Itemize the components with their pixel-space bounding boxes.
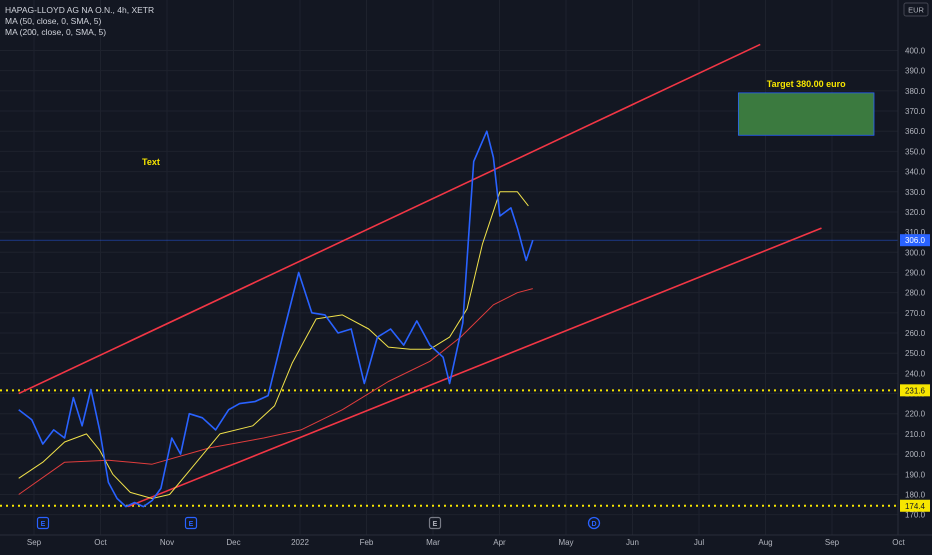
x-tick-label: Dec	[226, 538, 240, 547]
dividend-event-icon[interactable]	[587, 516, 601, 530]
event-icon-letter: E	[189, 521, 194, 528]
y-tick-label: 300.0	[905, 248, 926, 257]
chart-legend: HAPAG-LLOYD AG NA O.N., 4h, XETR MA (50,…	[5, 5, 154, 38]
channel-line-lower[interactable]	[127, 227, 822, 508]
x-tick-label: Sep	[825, 538, 840, 547]
legend-ma50: MA (50, close, 0, SMA, 5)	[5, 16, 102, 26]
target-zone-box[interactable]	[737, 92, 875, 136]
current-price-badge-label: 306.0	[905, 236, 926, 245]
y-tick-label: 260.0	[905, 329, 926, 338]
x-tick-label: Oct	[892, 538, 905, 547]
current-price-badge	[900, 234, 930, 247]
y-tick-label: 390.0	[905, 67, 926, 76]
y-tick-label: 360.0	[905, 127, 926, 136]
x-tick-label: Jun	[626, 538, 639, 547]
event-icon-letter: E	[433, 521, 438, 528]
resistance-badge-label: 231.6	[905, 386, 926, 395]
event-icon-letter: D	[591, 521, 596, 528]
y-tick-label: 270.0	[905, 309, 926, 318]
support-badge	[900, 499, 930, 512]
channel-line-upper[interactable]	[18, 43, 761, 395]
x-tick-label: Aug	[758, 538, 772, 547]
x-tick-label: Feb	[360, 538, 374, 547]
y-tick-label: 220.0	[905, 410, 926, 419]
y-tick-label: 320.0	[905, 208, 926, 217]
y-tick-label: 340.0	[905, 168, 926, 177]
target-label: Target 380.00 euro	[767, 79, 846, 89]
price-axis-background	[898, 0, 932, 550]
x-tick-label: Mar	[426, 538, 440, 547]
x-tick-label: Nov	[160, 538, 174, 547]
y-tick-label: 310.0	[905, 228, 926, 237]
y-tick-label: 240.0	[905, 369, 926, 378]
resistance-badge	[900, 384, 930, 397]
earnings-event-icon[interactable]	[184, 516, 198, 530]
earnings-event-icon[interactable]	[428, 516, 442, 530]
y-tick-label: 330.0	[905, 188, 926, 197]
event-icon-letter: E	[41, 521, 46, 528]
ma200-line[interactable]	[18, 288, 533, 495]
x-tick-label: Sep	[27, 538, 42, 547]
y-tick-label: 350.0	[905, 147, 926, 156]
x-tick-label: Oct	[94, 538, 107, 547]
y-tick-label: 370.0	[905, 107, 926, 116]
y-tick-label: 250.0	[905, 349, 926, 358]
y-tick-label: 190.0	[905, 470, 926, 479]
currency-label: EUR	[908, 6, 924, 15]
y-tick-label: 400.0	[905, 47, 926, 56]
support-badge-label: 174.4	[905, 502, 926, 511]
legend-ma200: MA (200, close, 0, SMA, 5)	[5, 27, 107, 37]
y-tick-label: 170.0	[905, 511, 926, 520]
y-tick-label: 380.0	[905, 87, 926, 96]
y-tick-label: 280.0	[905, 289, 926, 298]
currency-badge[interactable]	[903, 2, 929, 17]
x-tick-label: May	[558, 538, 573, 547]
y-tick-label: 200.0	[905, 450, 926, 459]
price-line[interactable]	[18, 130, 534, 508]
text-annotation: Text	[142, 157, 160, 167]
x-tick-label: Apr	[493, 538, 506, 547]
legend-symbol: HAPAG-LLOYD AG NA O.N., 4h, XETR	[5, 5, 155, 15]
y-tick-label: 290.0	[905, 268, 926, 277]
y-tick-label: 180.0	[905, 490, 926, 499]
earnings-event-icon[interactable]	[36, 516, 50, 530]
x-tick-label: Jul	[694, 538, 704, 547]
y-tick-label: 210.0	[905, 430, 926, 439]
x-tick-label: 2022	[291, 538, 309, 547]
